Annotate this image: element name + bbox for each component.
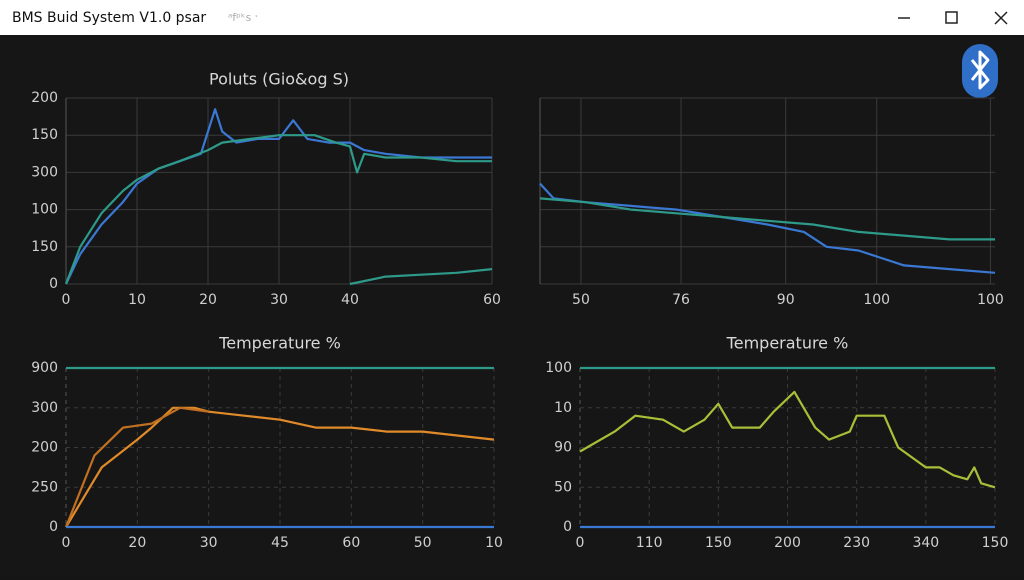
y-tick-label: 200 [31, 90, 58, 106]
title-bar [0, 0, 1024, 35]
x-tick-label: 230 [843, 535, 870, 551]
series-line [64, 134, 492, 285]
y-tick-label: 0 [563, 519, 572, 535]
x-tick-label: 10 [128, 292, 146, 308]
y-tick-label: 0 [49, 519, 58, 535]
y-tick-label: 150 [31, 127, 58, 143]
x-tick-label: 0 [576, 535, 585, 551]
x-tick-label: 30 [200, 535, 218, 551]
y-tick-label: 150 [31, 239, 58, 255]
x-tick-label: 40 [341, 292, 359, 308]
x-tick-label: 60 [483, 292, 501, 308]
chart-title: Temperature % [218, 334, 341, 353]
maximize-button[interactable] [945, 11, 958, 24]
series-line [64, 406, 209, 528]
x-tick-label: 10 [485, 535, 503, 551]
y-tick-label: 300 [31, 400, 58, 416]
y-tick-label: 300 [31, 164, 58, 180]
x-tick-label: 30 [270, 292, 288, 308]
x-tick-label: 50 [572, 292, 590, 308]
chart-title: Temperature % [726, 334, 849, 353]
x-tick-label: 150 [982, 535, 1009, 551]
series-line [65, 108, 492, 285]
y-tick-label: 250 [31, 479, 58, 495]
y-tick-label: 10 [554, 400, 572, 416]
x-tick-label: 45 [271, 535, 289, 551]
chart-title: Poluts (Gio&og S) [209, 70, 349, 89]
x-tick-label: 20 [128, 535, 146, 551]
y-tick-label: 0 [49, 276, 58, 292]
x-tick-label: 50 [414, 535, 432, 551]
bluetooth-icon[interactable] [962, 44, 998, 98]
x-tick-label: 110 [636, 535, 663, 551]
x-tick-label: 100 [977, 292, 1004, 308]
series-line [65, 406, 495, 528]
y-tick-label: 200 [31, 440, 58, 456]
x-tick-label: 150 [705, 535, 732, 551]
x-tick-label: 60 [342, 535, 360, 551]
y-tick-label: 90 [554, 440, 572, 456]
x-tick-label: 340 [912, 535, 939, 551]
y-tick-label: 100 [31, 202, 58, 218]
series-line [539, 197, 995, 241]
window-subtitle: ᵃfᵖᵏs ˑ [228, 11, 259, 24]
x-tick-label: 76 [672, 292, 690, 308]
x-tick-label: 100 [863, 292, 890, 308]
x-tick-label: 200 [774, 535, 801, 551]
y-tick-label: 50 [554, 479, 572, 495]
y-tick-label: 900 [31, 360, 58, 376]
x-tick-label: 0 [62, 292, 71, 308]
series-line [349, 268, 493, 286]
close-button[interactable] [994, 11, 1008, 25]
window-title: BMS Buid System V1.0 psar [12, 10, 206, 26]
x-tick-label: 90 [777, 292, 795, 308]
x-tick-label: 20 [199, 292, 217, 308]
y-tick-label: 100 [545, 360, 572, 376]
x-tick-label: 0 [62, 535, 71, 551]
series-line [579, 390, 996, 489]
